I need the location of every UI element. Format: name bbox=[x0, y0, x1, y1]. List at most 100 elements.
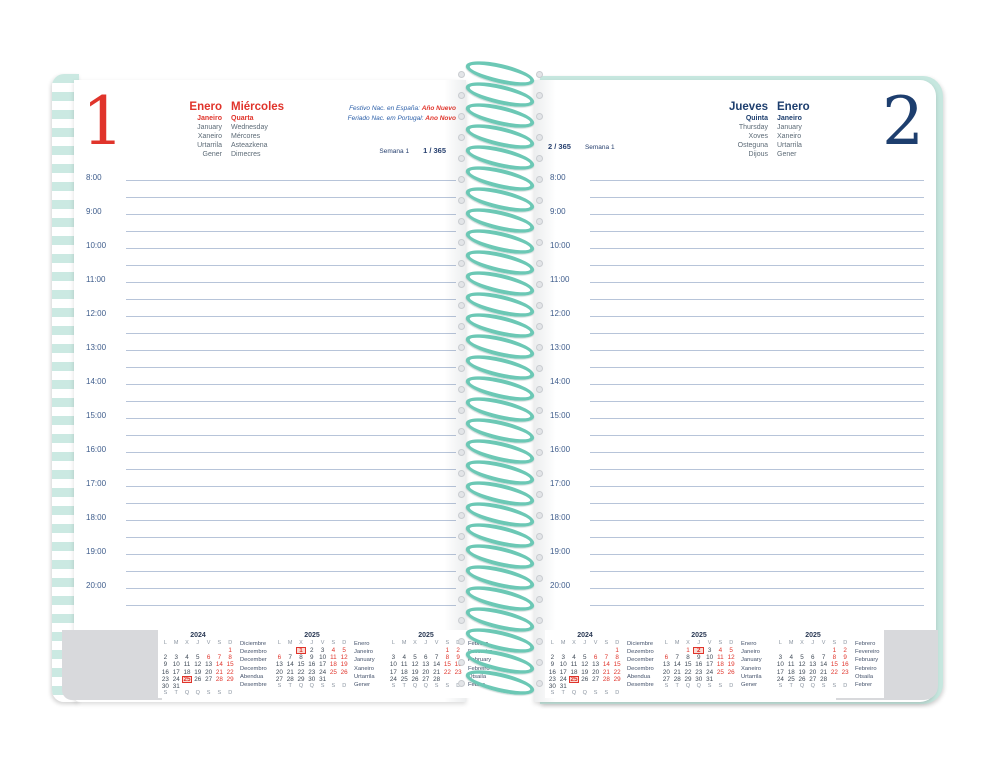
weekday-letter: Q bbox=[184, 690, 190, 697]
hour-writing-line bbox=[590, 248, 924, 249]
mini-calendar-week: 9 10 11 12 13 14 15 bbox=[547, 661, 623, 668]
mini-calendar-week: 23 24 25 26 27 28 29 bbox=[547, 675, 623, 684]
hour-row: 12:00 bbox=[546, 304, 924, 321]
day-of-year: 1 / 365 bbox=[423, 146, 446, 155]
right-page: 2 Jueves Enero Quinta Janeiro Thursday Januar… bbox=[534, 80, 936, 702]
half-hour-writing-line bbox=[590, 401, 924, 402]
weekday-letter: J bbox=[196, 640, 200, 646]
mini-calendar-day: 17 bbox=[559, 668, 567, 676]
month-name: December bbox=[240, 657, 267, 664]
name-column-1: Janeiro bbox=[197, 115, 222, 122]
mini-calendar-day: 24 bbox=[776, 675, 784, 683]
hour-label: 14:00 bbox=[86, 377, 107, 386]
month-name: Dezembro bbox=[627, 649, 654, 656]
mini-calendar-day bbox=[726, 676, 737, 683]
weekday-letter: D bbox=[615, 690, 620, 697]
punch-hole bbox=[536, 407, 543, 414]
half-hour-row bbox=[546, 321, 924, 338]
hour-writing-line bbox=[590, 486, 924, 487]
mini-calendar-day: 26 bbox=[340, 668, 348, 676]
mini-calendar-day: 2 bbox=[550, 654, 555, 662]
hour-label: 15:00 bbox=[550, 411, 571, 420]
mini-calendar-day: 9 bbox=[697, 654, 701, 662]
mini-calendar-day: 16 bbox=[841, 661, 849, 669]
mini-calendar-day: 20 bbox=[205, 668, 213, 676]
weekday-letter: D bbox=[843, 683, 848, 690]
mini-calendar-day: 30 bbox=[695, 675, 703, 683]
mini-calendar-month-names: Diciembre Dezembro December Decembro Abendua… bbox=[236, 631, 267, 697]
punch-hole bbox=[536, 71, 543, 78]
weekday-letter: J bbox=[583, 640, 587, 646]
mini-calendar-day: 18 bbox=[400, 668, 408, 676]
mini-calendar-day: 14 bbox=[673, 661, 681, 669]
half-hour-writing-line bbox=[590, 197, 924, 198]
mini-calendar-day: 8 bbox=[445, 654, 450, 662]
hour-row: 20:00 bbox=[546, 576, 924, 593]
mini-calendar-day: 30 bbox=[308, 675, 316, 683]
weekday-letter: Q bbox=[571, 690, 577, 697]
holiday-note-prefix: Feriado Nac. em Portugal: bbox=[347, 114, 426, 122]
name-column-2: Wednesday bbox=[231, 124, 268, 131]
mini-calendar-month-names: Febrero Fevereiro February Febreiro Otsaila F… bbox=[464, 631, 495, 697]
hour-writing-line bbox=[126, 384, 456, 385]
name-column-2: Urtarrila bbox=[777, 142, 802, 149]
spine-shadow bbox=[444, 80, 466, 702]
weekday-letter: S bbox=[604, 690, 609, 697]
half-hour-row bbox=[546, 219, 924, 236]
hour-writing-line bbox=[590, 384, 924, 385]
month-name: Dezembro bbox=[240, 649, 267, 656]
mini-calendar-week: 24 25 26 27 28 bbox=[775, 676, 851, 683]
half-hour-writing-line bbox=[590, 333, 924, 334]
weekday-letter: D bbox=[729, 640, 734, 646]
mini-calendar-day bbox=[547, 647, 558, 654]
mini-calendar-day: 11 bbox=[330, 654, 337, 662]
weekday-letter: S bbox=[217, 690, 222, 697]
mini-calendar-day: 22 bbox=[297, 668, 305, 676]
hour-writing-line bbox=[590, 418, 924, 419]
right-week-indicator: 2 / 365 Semana 1 bbox=[548, 142, 615, 151]
month-name: Urtarrila bbox=[741, 673, 762, 680]
month-name: Enero bbox=[741, 641, 757, 647]
mini-calendar-day: 17 bbox=[706, 661, 714, 669]
mini-calendar-day: 21 bbox=[673, 668, 681, 676]
mini-calendar-week: 9 10 11 12 13 14 15 bbox=[160, 661, 236, 668]
month-name: Gener bbox=[741, 682, 758, 689]
mini-calendar-day: 15 bbox=[226, 661, 234, 669]
mini-calendar-day: 5 bbox=[729, 647, 733, 654]
half-hour-writing-line bbox=[590, 571, 924, 572]
hour-row: 13:00 bbox=[546, 338, 924, 355]
mini-calendar-day: 2 bbox=[310, 647, 314, 654]
mini-calendar-day bbox=[192, 647, 203, 654]
weekday-letter: S bbox=[832, 640, 837, 646]
month-name: Febreiro bbox=[855, 665, 877, 672]
mini-calendar-day bbox=[612, 683, 623, 690]
day-month-name-row: Dijous Gener bbox=[704, 150, 855, 159]
mini-calendar-day: 28 bbox=[433, 675, 441, 683]
mini-calendar-day bbox=[775, 647, 786, 654]
mini-calendar-week: 16 17 18 19 20 21 22 bbox=[160, 669, 236, 676]
day-month-name-row: Thursday January bbox=[704, 123, 855, 132]
mini-calendar-day: 6 bbox=[277, 654, 282, 662]
mini-calendar-day: 17 bbox=[172, 668, 180, 676]
hour-writing-line bbox=[126, 248, 456, 249]
month-name: Fevereiro bbox=[855, 649, 880, 656]
mini-calendar-day: 24 bbox=[389, 675, 397, 683]
mini-calendar-day: 6 bbox=[664, 654, 669, 662]
punch-hole bbox=[458, 197, 465, 204]
hour-writing-line bbox=[126, 282, 456, 283]
name-column-2: Miércoles bbox=[231, 101, 285, 113]
day-month-name-row: Osteguna Urtarrila bbox=[704, 141, 855, 150]
punch-hole bbox=[458, 638, 465, 645]
mini-calendar-day: 13 bbox=[422, 661, 430, 669]
mini-calendar-day bbox=[807, 647, 818, 654]
month-name: Decembro bbox=[627, 665, 654, 672]
mini-calendar-day: 23 bbox=[548, 675, 556, 683]
mini-calendar-day: 23 bbox=[841, 668, 849, 676]
